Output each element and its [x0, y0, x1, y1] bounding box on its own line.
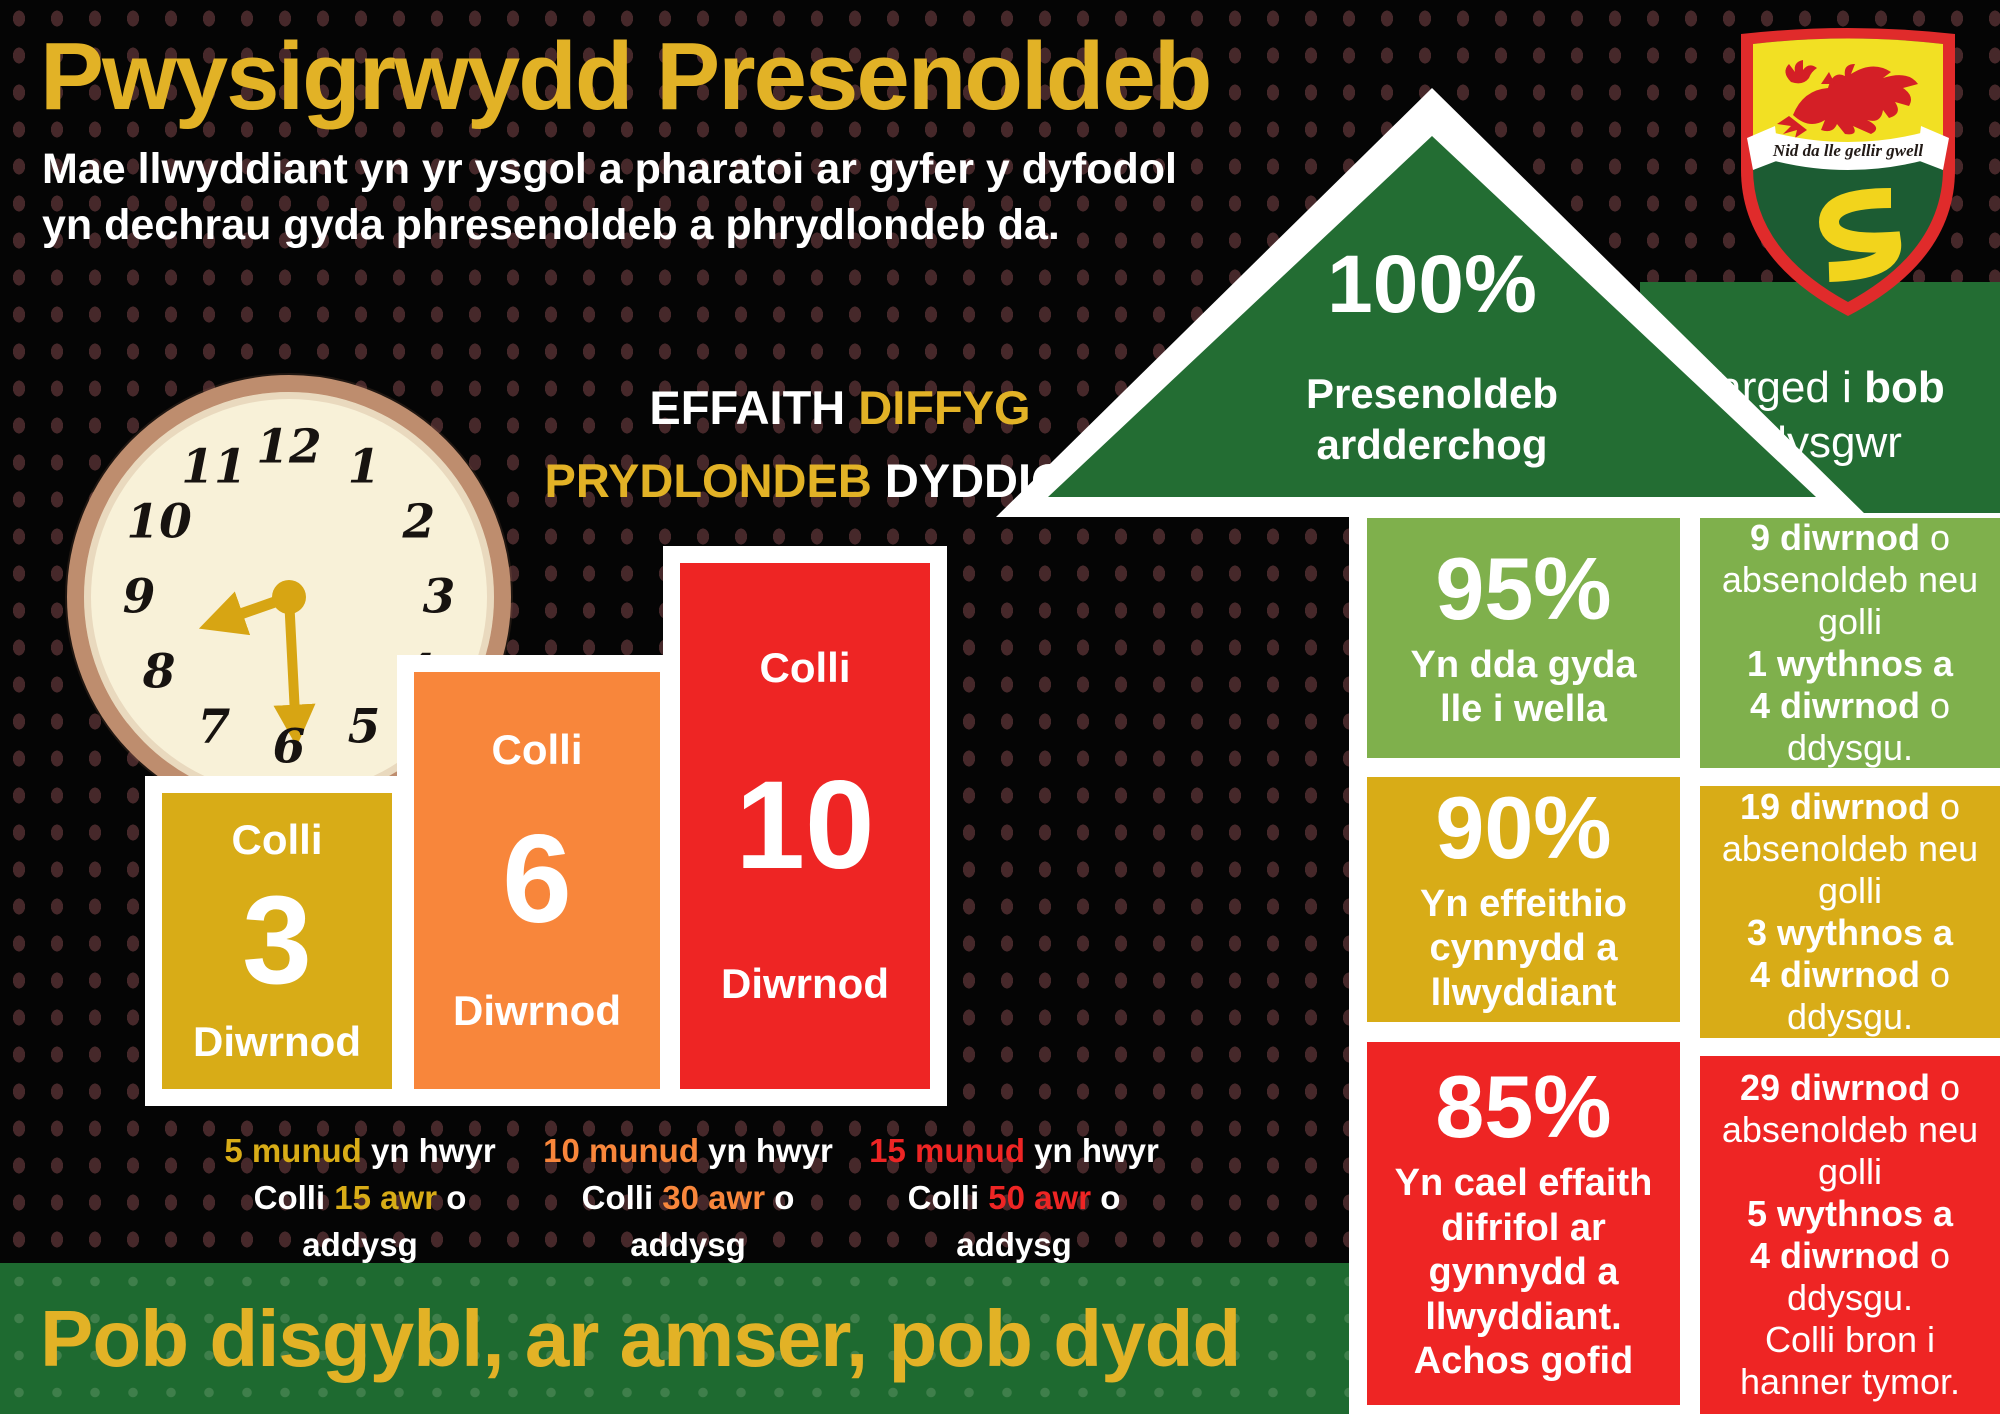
caption-line: addysg	[630, 1225, 746, 1263]
banner-slogan: Pob disgybl, ar amser, pob dydd	[40, 1293, 1241, 1383]
clock-number-8: 8	[142, 644, 176, 700]
level-line: Yn cael effaith	[1394, 1162, 1653, 1205]
detail-line: ddysgu.	[1786, 727, 1914, 769]
motto-ribbon	[1771, 132, 1925, 170]
level-line: gynnydd a	[1428, 1251, 1619, 1294]
impact-heading-line-1: EFFAITH DIFFYG	[649, 381, 1031, 434]
bar-colli-3-diwrnod: Colli 3 Diwrnod	[162, 793, 392, 1089]
detail-line: hanner tymor.	[1739, 1361, 1961, 1403]
detail-line: absenoldeb neu	[1721, 558, 1979, 600]
bar-bottom: Diwrnod	[453, 987, 621, 1035]
detail-line: 4 diwrnod o	[1749, 685, 1951, 727]
page-title: Pwysigrwydd Presenoldeb	[40, 23, 1212, 130]
detail-line: absenoldeb neu	[1721, 827, 1979, 869]
bar-top: Colli	[759, 643, 851, 691]
bar-caption-1: 5 munud yn hwyr Colli 15 awr o addysg	[190, 1128, 530, 1269]
pyramid-arrow	[996, 88, 1868, 517]
pyramid-percent: 100%	[1327, 239, 1537, 330]
detail-line: 3 wythnos a	[1746, 912, 1954, 953]
bar-caption-2: 10 munud yn hwyr Colli 30 awr o addysg	[518, 1128, 858, 1269]
clock-number-9: 9	[122, 569, 156, 625]
caption-line: Colli 15 awr o	[253, 1178, 467, 1216]
detail-line: 5 wythnos a	[1746, 1192, 1954, 1234]
clock-center-dot	[272, 580, 306, 614]
clock-number-3: 3	[422, 569, 456, 625]
clock-number-10: 10	[126, 494, 192, 550]
clock-number-5: 5	[347, 699, 381, 755]
clock-number-11: 11	[181, 439, 247, 495]
bar-bottom: Diwrnod	[721, 960, 889, 1008]
level-line: cynnydd a	[1429, 927, 1618, 970]
caption-line: 15 munud yn hwyr	[869, 1132, 1159, 1169]
bar-bottom: Diwrnod	[193, 1017, 361, 1065]
level-line: llwyddiant	[1430, 971, 1617, 1014]
clock-number-7: 7	[197, 699, 231, 755]
clock-number-1: 1	[347, 439, 381, 495]
detail-line: 4 diwrnod o	[1749, 1235, 1951, 1276]
detail-line: absenoldeb neu	[1721, 1108, 1979, 1150]
crest-letter-s	[1818, 188, 1902, 282]
level-percent: 85%	[1435, 1057, 1612, 1157]
bar-colli-10-diwrnod: Colli 10 Diwrnod	[680, 563, 930, 1089]
crest-motto: Nid da lle gellir gwell	[1772, 141, 1923, 160]
clock-number-12: 12	[256, 419, 322, 475]
level-detail-90: 19 diwrnod o absenoldeb neu golli 3 wythnos…	[1700, 786, 2000, 1038]
level-percent: 90%	[1435, 777, 1612, 877]
caption-line: 5 munud yn hwyr	[224, 1132, 496, 1169]
bar-num: 10	[735, 755, 875, 895]
bar-top: Colli	[231, 816, 323, 864]
level-block-85: 85% Yn cael effaith difrifol ar gynnydd a ll…	[1367, 1042, 1680, 1405]
caption-line: Colli 30 awr o	[581, 1178, 795, 1216]
school-crest: Nid da lle gellir gwell	[1741, 28, 1955, 316]
level-detail-95: 9 diwrnod o absenoldeb neu golli 1 wythnos …	[1700, 516, 2000, 769]
caption-line: addysg	[302, 1225, 418, 1263]
level-block-95: 95% Yn dda gyda lle i wella	[1367, 518, 1680, 758]
page-subtitle: Mae llwyddiant yn yr ysgol a pharatoi ar…	[42, 142, 1177, 254]
level-percent: 95%	[1435, 538, 1612, 638]
detail-line: ddysgu.	[1786, 996, 1914, 1038]
level-detail-85: 29 diwrnod o absenoldeb neu golli 5 wythnos…	[1700, 1056, 2000, 1414]
bar-num: 3	[242, 870, 312, 1010]
clock-hands	[198, 580, 316, 747]
pyramid-fill	[1048, 136, 1816, 497]
detail-line: golli	[1817, 1150, 1883, 1192]
pyramid-label-line-2: ardderchog	[1316, 421, 1548, 469]
detail-line: golli	[1817, 600, 1883, 642]
subtitle-line-2: yn dechrau gyda phresenoldeb a phrydlond…	[42, 200, 1060, 249]
detail-line: 29 diwrnod o	[1739, 1066, 1961, 1108]
level-line: Yn dda gyda	[1410, 643, 1637, 686]
detail-line: ddysgu.	[1786, 1277, 1914, 1319]
caption-line: addysg	[956, 1225, 1072, 1263]
detail-line: 9 diwrnod o	[1749, 516, 1951, 558]
bar-num: 6	[502, 810, 572, 950]
pyramid-label: Presenoldeb ardderchog	[1232, 368, 1632, 470]
subtitle-line-1: Mae llwyddiant yn yr ysgol a pharatoi ar…	[42, 145, 1177, 193]
welsh-dragon-icon	[1777, 60, 1918, 138]
detail-line: 1 wythnos a	[1746, 643, 1954, 684]
caption-line: 10 munud yn hwyr	[543, 1132, 833, 1169]
detail-line: golli	[1817, 869, 1883, 911]
detail-line: 4 diwrnod o	[1749, 954, 1951, 996]
level-line: Achos gofid	[1413, 1340, 1634, 1383]
bar-caption-3: 15 munud yn hwyr Colli 50 awr o addysg	[844, 1128, 1184, 1269]
level-line: difrifol ar	[1441, 1206, 1606, 1249]
level-line: llwyddiant.	[1425, 1295, 1622, 1338]
impact-heading: EFFAITH DIFFYG PRYDLONDEB DYDDIOL...	[430, 372, 1250, 518]
minute-hand	[273, 592, 316, 747]
clock-number-6: 6	[272, 719, 306, 775]
bar-colli-6-diwrnod: Colli 6 Diwrnod	[414, 672, 660, 1089]
clock-number-2: 2	[402, 494, 436, 550]
detail-line: Colli bron i	[1764, 1319, 1936, 1361]
detail-line: 19 diwrnod o	[1739, 785, 1961, 827]
bar-top: Colli	[491, 725, 583, 773]
level-line: Yn effeithio	[1420, 882, 1627, 925]
level-line: lle i wella	[1440, 688, 1607, 730]
level-block-90: 90% Yn effeithio cynnydd a llwyddiant	[1367, 777, 1680, 1022]
caption-line: Colli 50 awr o	[907, 1178, 1121, 1216]
pyramid-label-line-1: Presenoldeb	[1305, 370, 1559, 417]
